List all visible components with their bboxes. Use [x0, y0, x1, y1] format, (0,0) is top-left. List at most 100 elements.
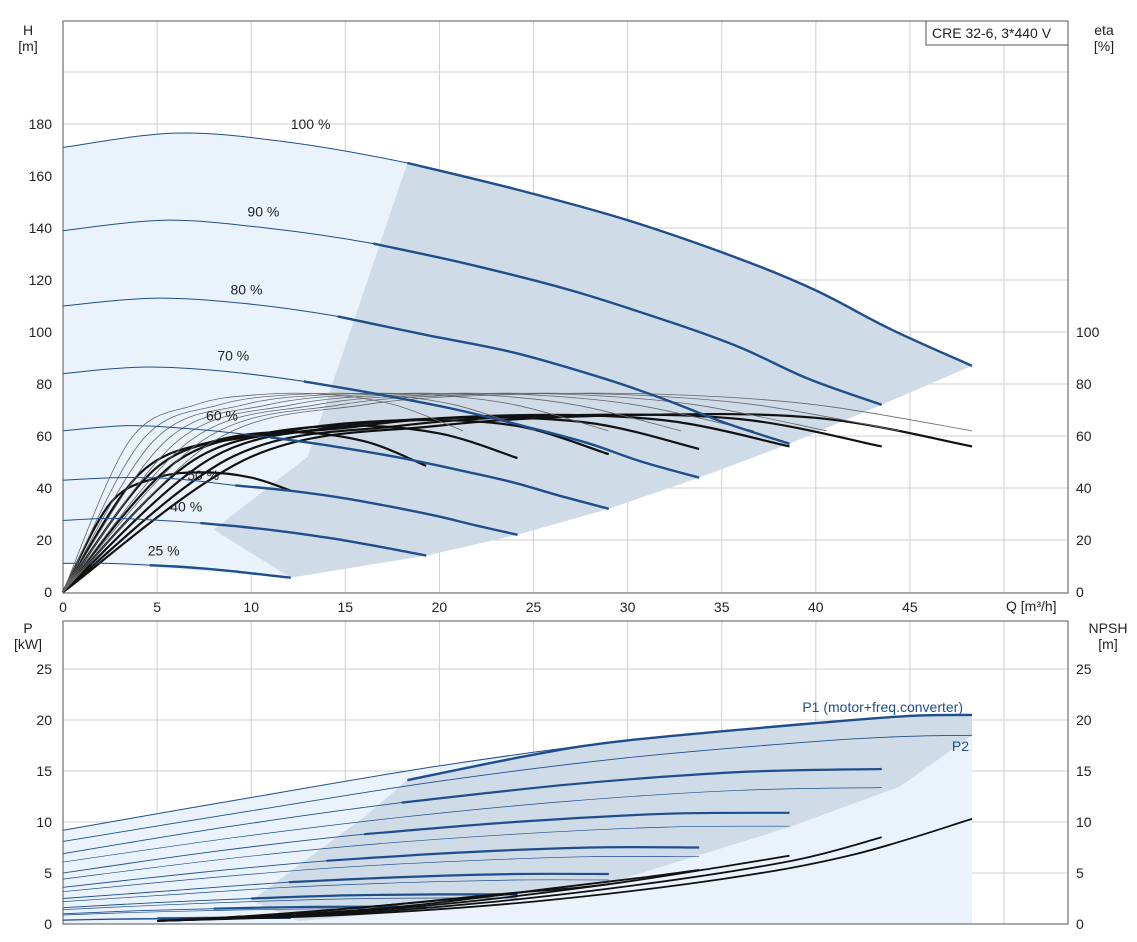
lower-y-tick-label: 0 — [44, 916, 52, 932]
upper-operating-area — [63, 132, 973, 578]
x-tick-label: 40 — [808, 599, 824, 615]
speed-label: 25 % — [148, 543, 180, 559]
lower-y-tick-label: 15 — [36, 763, 52, 779]
x-tick-label: 45 — [902, 599, 918, 615]
speed-curve-operating — [235, 484, 518, 536]
lower-y-tick-label: 5 — [44, 865, 52, 881]
p1-curve-operating — [407, 713, 973, 782]
efficiency-curve — [62, 471, 292, 593]
lower-operating-range-area — [251, 714, 973, 921]
speed-label: 40 % — [170, 498, 202, 514]
upper-y-label-line2: [m] — [18, 38, 37, 54]
speed-label: 60 % — [206, 407, 238, 423]
upper-y2-tick-label: 20 — [1076, 532, 1092, 548]
p2-speed-curve — [62, 879, 609, 902]
x-tick-label: 15 — [338, 599, 354, 615]
x-tick-label: 5 — [153, 599, 161, 615]
upper-y2-tick-label: 60 — [1076, 428, 1092, 444]
upper-operating-range-area — [213, 163, 973, 578]
speed-curve-operating — [407, 161, 973, 367]
upper-y2-tick-label: 80 — [1076, 376, 1092, 392]
p2-speed-curve — [62, 855, 700, 893]
chart-text: 100 % 90 % 80 % 70 % 60 % 50 % 40 % 25 % 0 5 10 15 2… — [29, 116, 1100, 932]
p2-speed-curve — [62, 787, 882, 863]
lower-y2-tick-label: 0 — [1076, 916, 1084, 932]
speed-curve-operating — [373, 242, 883, 406]
lower-y2-tick-label: 20 — [1076, 712, 1092, 728]
efficiency-thin-curve — [62, 392, 536, 593]
p2-speed-curve — [62, 897, 518, 910]
upper-y-tick-label: 0 — [44, 584, 52, 600]
upper-y2-label-line2: [%] — [1094, 38, 1114, 54]
efficiency-curve — [62, 424, 518, 593]
power-speed-curve-operating — [364, 811, 790, 836]
npsh-curve — [157, 892, 518, 922]
efficiency-curve — [62, 430, 427, 593]
speed-curve-operating — [303, 380, 700, 479]
upper-y-tick-label: 40 — [36, 480, 52, 496]
lower-y2-tick-label: 10 — [1076, 814, 1092, 830]
lower-y-tick-label: 10 — [36, 814, 52, 830]
power-speed-curve-operating — [251, 893, 518, 900]
x-tick-label: 0 — [59, 599, 67, 615]
upper-y2-tick-label: 40 — [1076, 480, 1092, 496]
speed-label: 90 % — [247, 203, 279, 219]
lower-operating-area — [63, 714, 973, 924]
power-speed-curve-operating — [288, 872, 609, 884]
power-speed-curve-operating — [326, 846, 700, 862]
x-tick-label: 25 — [526, 599, 542, 615]
upper-y-tick-label: 140 — [29, 220, 53, 236]
x-tick-label: 10 — [243, 599, 259, 615]
lower-plot-frame — [62, 620, 1069, 925]
speed-curve-operating — [269, 436, 610, 510]
x-tick-label: 35 — [714, 599, 730, 615]
lower-y-label-line2: [kW] — [14, 636, 42, 652]
x-tick-label: 20 — [432, 599, 448, 615]
lower-curves — [62, 713, 973, 922]
efficiency-thin-curve — [62, 392, 827, 593]
x-axis-label: Q [m³/h] — [1006, 598, 1057, 614]
upper-y2-label-line1: eta — [1094, 22, 1114, 38]
upper-y-tick-label: 160 — [29, 168, 53, 184]
npsh-curve — [157, 854, 790, 922]
upper-y-tick-label: 120 — [29, 272, 53, 288]
upper-y-tick-label: 80 — [36, 376, 52, 392]
x-tick-label: 30 — [620, 599, 636, 615]
lower-y-label-line1: P — [23, 620, 32, 636]
speed-label: 100 % — [291, 116, 331, 132]
lower-y2-label-line2: [m] — [1098, 636, 1117, 652]
speed-curve-operating — [149, 564, 291, 579]
chart-title: CRE 32-6, 3*440 V — [932, 25, 1052, 41]
lower-y2-tick-label: 15 — [1076, 763, 1092, 779]
lower-y2-tick-label: 25 — [1076, 661, 1092, 677]
efficiency-thin-curve — [62, 392, 754, 593]
efficiency-curve — [62, 413, 882, 593]
upper-plot-frame — [62, 20, 1069, 594]
upper-y-tick-label: 180 — [29, 116, 53, 132]
lower-y-tick-label: 25 — [36, 661, 52, 677]
lower-y2-tick-label: 5 — [1076, 865, 1084, 881]
title-box — [925, 20, 1069, 46]
efficiency-thin-curve — [62, 392, 609, 593]
speed-curve-operating — [200, 521, 427, 557]
upper-y-tick-label: 60 — [36, 428, 52, 444]
upper-y-tick-label: 20 — [36, 532, 52, 548]
speed-curve-operating — [337, 315, 790, 445]
upper-y2-tick-label: 0 — [1076, 584, 1084, 600]
speed-label: 80 % — [230, 281, 262, 297]
upper-curves — [62, 132, 973, 593]
efficiency-thin-curve — [62, 392, 464, 593]
legend-p1: P1 (motor+freq.converter) — [802, 699, 963, 715]
power-speed-curve-operating — [401, 767, 882, 804]
upper-y-label-line1: H — [23, 22, 33, 38]
p2-speed-curve — [62, 825, 790, 880]
lower-y2-label-line1: NPSH — [1089, 620, 1128, 636]
lower-y-tick-label: 20 — [36, 712, 52, 728]
upper-y2-tick-label: 100 — [1076, 324, 1100, 340]
speed-label: 70 % — [217, 348, 249, 364]
legend-p2: P2 — [952, 738, 969, 754]
p2-curve — [62, 734, 973, 842]
efficiency-thin-curve — [62, 392, 682, 593]
speed-label: 50 % — [187, 467, 219, 483]
